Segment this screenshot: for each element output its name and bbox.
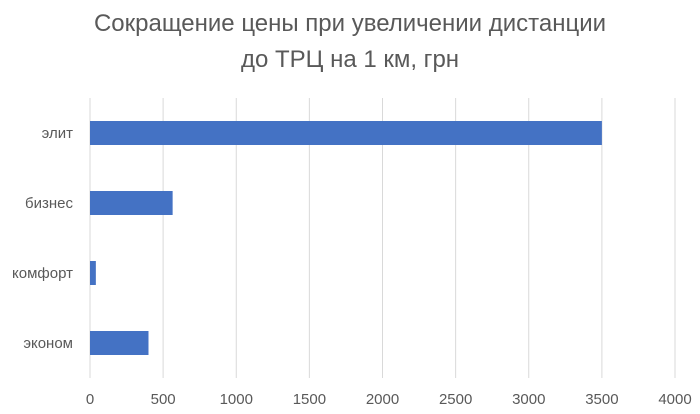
x-tick-labels: 0 500 1000 1500 2000 2500 3000 3500 4000 (86, 391, 692, 408)
category-label: комфорт (12, 265, 73, 282)
chart-title: Сокращение цены при увеличении дистанции… (0, 6, 700, 78)
x-tick-label: 3000 (512, 391, 545, 408)
x-tick-label: 1000 (220, 391, 253, 408)
x-tick-label: 2500 (439, 391, 472, 408)
x-tick-label: 4000 (658, 391, 691, 408)
category-label: элит (42, 125, 73, 142)
bar-1 (90, 191, 173, 215)
bar-3 (90, 331, 149, 355)
chart-title-line-1: Сокращение цены при увеличении дистанции (93, 10, 607, 37)
category-label: эконом (23, 335, 73, 352)
x-tick-label: 0 (86, 391, 94, 408)
x-tick-label: 500 (151, 391, 176, 408)
x-tick-label: 3500 (585, 391, 618, 408)
x-tick-label: 2000 (366, 391, 399, 408)
chart-title-line-2: до ТРЦ на 1 км, грн (240, 46, 460, 73)
bars (90, 121, 602, 355)
category-label: бизнес (25, 195, 73, 212)
x-tick-label: 1500 (293, 391, 326, 408)
bar-2 (90, 261, 96, 285)
bar-0 (90, 121, 602, 145)
category-labels: элит бизнес комфорт эконом (12, 125, 73, 352)
